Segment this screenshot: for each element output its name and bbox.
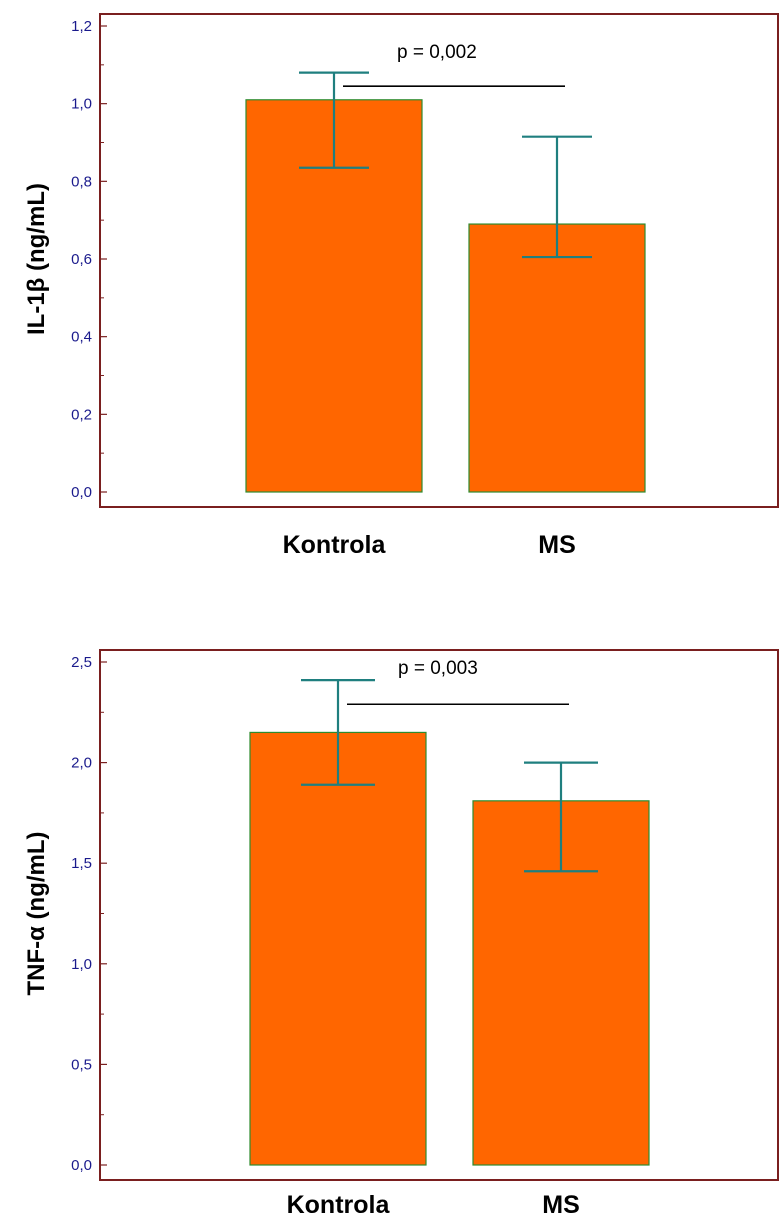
y-tick-label: 0,2 [71,406,92,423]
bar-kontrola[interactable] [249,731,427,1166]
y-tick-label: 1,2 [71,18,92,35]
y-tick-label: 0,4 [71,329,92,346]
bar-ms[interactable] [468,223,646,493]
y-tick-label: 2,0 [71,755,92,772]
y-tick-label: 1,5 [71,855,92,872]
category-label: MS [542,1191,580,1218]
category-label: MS [538,531,576,559]
y-tick-label: 0,5 [71,1056,92,1073]
y-axis-title: TNF-α (ng/mL) [23,831,50,995]
y-tick-label: 0,8 [71,173,92,190]
y-tick-label: 1,0 [71,956,92,973]
y-tick-label: 2,5 [71,654,92,671]
y-tick-label: 0,6 [71,251,92,268]
y-tick-label: 1,0 [71,96,92,113]
plot-frame [99,13,779,508]
y-tick-label: 0,0 [71,484,92,501]
category-label: Kontrola [283,531,387,559]
y-tick-label: 0,0 [71,1157,92,1174]
p-value-label: p = 0,002 [397,42,477,63]
il1b-chart: 0,0 0,2 0,4 0,6 0,8 1,0 1,2 Kontrola MS p = 0,002… [23,13,779,559]
y-axis-title: IL-1β (ng/mL) [23,183,50,335]
p-value-label: p = 0,003 [398,658,478,679]
plot-frame [99,649,779,1181]
tnfa-chart: 0,0 0,5 1,0 1,5 2,0 2,5 Kontrola MS p = 0,003 TNF… [23,649,779,1218]
category-label: Kontrola [287,1191,391,1218]
